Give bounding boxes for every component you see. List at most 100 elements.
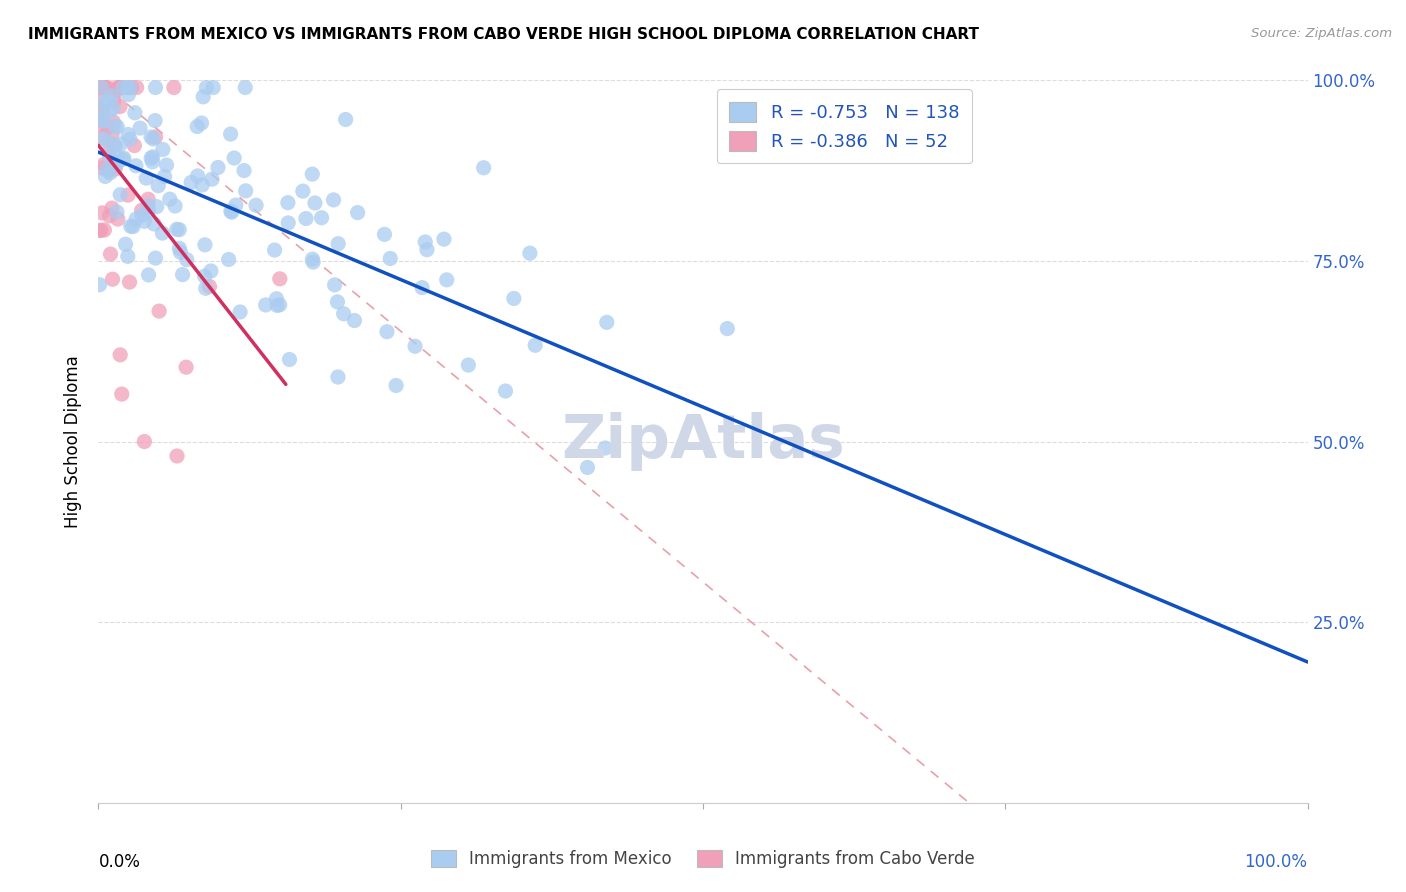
Point: [221, 205, 243, 219]
Point: [111, 387, 134, 401]
Point: [97, 94, 120, 108]
Point: [101, 127, 124, 141]
Point: [124, 138, 146, 153]
Point: [277, 195, 299, 210]
Point: [97, 163, 120, 178]
Point: [98, 166, 121, 180]
Point: [89, 112, 111, 127]
Point: [291, 184, 314, 198]
Point: [245, 198, 267, 212]
Point: [114, 237, 136, 252]
Text: ZipAtlas: ZipAtlas: [561, 412, 845, 471]
Point: [326, 370, 349, 384]
Point: [90, 80, 112, 95]
Point: [89, 103, 111, 117]
Point: [235, 184, 257, 198]
Point: [596, 315, 619, 329]
Point: [93, 223, 115, 237]
Point: [494, 384, 516, 398]
Point: [91, 104, 114, 119]
Point: [105, 150, 128, 164]
Point: [152, 226, 174, 240]
Point: [187, 169, 209, 183]
Point: [269, 298, 291, 312]
Point: [152, 143, 174, 157]
Point: [322, 193, 344, 207]
Point: [201, 172, 224, 186]
Point: [335, 112, 357, 127]
Point: [98, 103, 121, 118]
Point: [219, 204, 242, 219]
Point: [89, 118, 111, 132]
Legend: R = -0.753   N = 138, R = -0.386   N = 52: R = -0.753 N = 138, R = -0.386 N = 52: [717, 89, 972, 163]
Point: [118, 80, 141, 95]
Point: [120, 132, 142, 146]
Text: 100.0%: 100.0%: [1244, 854, 1308, 871]
Point: [90, 80, 112, 95]
Point: [97, 135, 120, 149]
Point: [117, 87, 139, 102]
Point: [91, 161, 114, 175]
Point: [108, 80, 131, 95]
Point: [122, 219, 145, 234]
Point: [304, 196, 326, 211]
Point: [155, 158, 177, 172]
Point: [89, 223, 111, 237]
Point: [117, 128, 139, 142]
Point: [198, 279, 221, 293]
Point: [200, 264, 222, 278]
Point: [143, 113, 166, 128]
Point: [139, 130, 162, 145]
Point: [90, 223, 112, 237]
Point: [91, 114, 114, 128]
Point: [107, 212, 129, 227]
Point: [98, 209, 121, 223]
Point: [229, 305, 252, 319]
Point: [576, 460, 599, 475]
Point: [91, 113, 114, 128]
Point: [295, 211, 318, 226]
Point: [104, 120, 127, 134]
Point: [90, 206, 112, 220]
Point: [193, 90, 215, 104]
Text: IMMIGRANTS FROM MEXICO VS IMMIGRANTS FROM CABO VERDE HIGH SCHOOL DIPLOMA CORRELA: IMMIGRANTS FROM MEXICO VS IMMIGRANTS FRO…: [28, 27, 979, 42]
Point: [89, 80, 111, 95]
Point: [457, 358, 479, 372]
Point: [112, 151, 135, 165]
Point: [142, 217, 165, 231]
Point: [163, 80, 186, 95]
Point: [138, 268, 160, 282]
Point: [94, 95, 117, 109]
Point: [125, 212, 148, 227]
Point: [93, 131, 115, 145]
Point: [167, 222, 190, 236]
Point: [301, 252, 323, 267]
Point: [186, 120, 208, 134]
Point: [96, 80, 118, 95]
Point: [129, 121, 152, 136]
Point: [278, 352, 301, 367]
Point: [138, 203, 160, 218]
Point: [124, 105, 146, 120]
Point: [311, 211, 333, 225]
Point: [118, 275, 141, 289]
Point: [97, 120, 120, 135]
Point: [145, 80, 167, 95]
Point: [101, 201, 124, 215]
Point: [89, 88, 111, 103]
Point: [519, 246, 541, 260]
Point: [145, 251, 167, 265]
Point: [263, 243, 285, 257]
Point: [165, 199, 187, 213]
Point: [117, 80, 139, 95]
Point: [112, 152, 135, 166]
Point: [413, 235, 436, 249]
Point: [110, 187, 132, 202]
Point: [93, 157, 115, 171]
Point: [131, 203, 153, 218]
Point: [301, 167, 323, 181]
Point: [343, 313, 366, 327]
Point: [134, 214, 156, 228]
Point: [100, 247, 122, 261]
Point: [433, 232, 456, 246]
